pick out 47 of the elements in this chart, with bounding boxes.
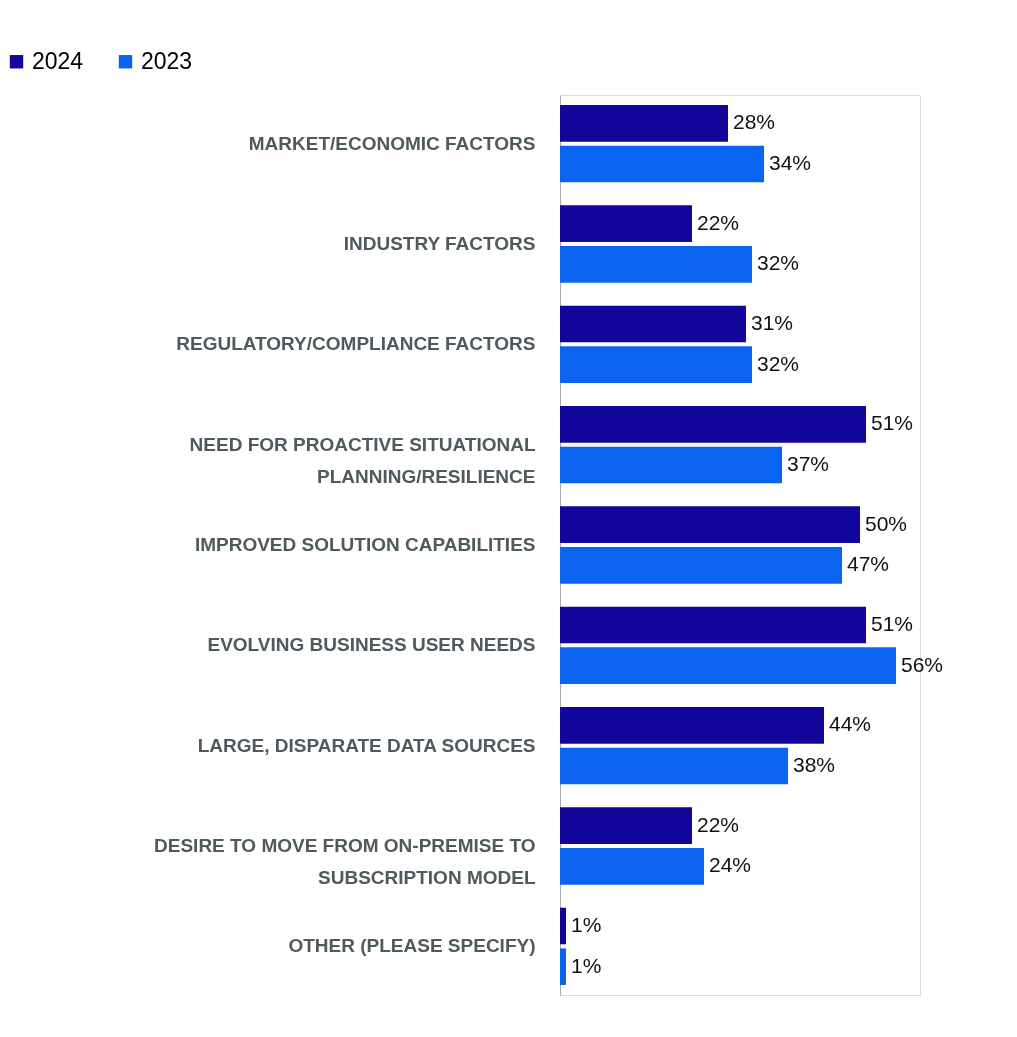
data-label: 31% — [751, 311, 794, 334]
y-tick-label: EVOLVING BUSINESS USER NEEDS — [207, 634, 536, 656]
bar — [560, 105, 728, 142]
data-label: 38% — [793, 753, 836, 776]
data-label: 56% — [901, 652, 944, 676]
data-label: 1% — [571, 913, 602, 937]
bar — [560, 305, 746, 343]
bar — [560, 205, 692, 242]
y-tick-label: LARGE, DISPARATE DATA SOURCES — [197, 734, 536, 756]
data-label: 34% — [769, 150, 812, 174]
bar — [560, 747, 788, 785]
y-tick-label: INDUSTRY FACTORS — [343, 233, 536, 254]
y-tick-label: DESIRE TO MOVE FROM ON-PREMISE TO SUBSCRIPTION MODEL — [154, 835, 536, 888]
bar — [560, 406, 866, 443]
data-label: 44% — [829, 712, 872, 736]
data-label: 51% — [871, 411, 914, 435]
y-tick-label: REGULATORY/COMPLIANCE FACTORS — [176, 333, 536, 355]
bar — [560, 346, 752, 383]
bar — [560, 606, 866, 644]
y-tick-label: MARKET/ECONOMIC FACTORS — [248, 132, 536, 154]
bar — [560, 547, 842, 584]
data-label: 28% — [733, 110, 776, 134]
bar — [560, 506, 860, 543]
bar — [560, 145, 764, 183]
bar — [560, 707, 824, 744]
data-label: 47% — [847, 552, 890, 576]
y-tick-label: IMPROVED SOLUTION CAPABILITIES — [194, 534, 536, 555]
y-tick-label: OTHER (PLEASE SPECIFY) — [288, 935, 536, 957]
bar — [560, 907, 566, 945]
data-label: 1% — [571, 953, 602, 977]
bar — [560, 948, 566, 985]
data-label: 32% — [757, 351, 800, 375]
data-label: 51% — [871, 612, 914, 635]
bar — [560, 246, 752, 283]
data-label: 24% — [709, 853, 752, 877]
y-tick-label: NEED FOR PROACTIVE SITUATIONAL PLANNING/RESILIENCE — [189, 433, 536, 487]
bar — [560, 848, 704, 885]
bar — [560, 647, 896, 684]
legend-label: 2023 — [141, 47, 193, 74]
legend-label: 2024 — [32, 47, 84, 74]
data-label: 32% — [757, 251, 800, 275]
bar — [560, 807, 692, 844]
data-label: 50% — [865, 511, 908, 535]
data-label: 37% — [787, 452, 830, 475]
data-label: 22% — [697, 812, 740, 836]
bar — [560, 446, 782, 484]
data-label: 22% — [697, 210, 740, 234]
